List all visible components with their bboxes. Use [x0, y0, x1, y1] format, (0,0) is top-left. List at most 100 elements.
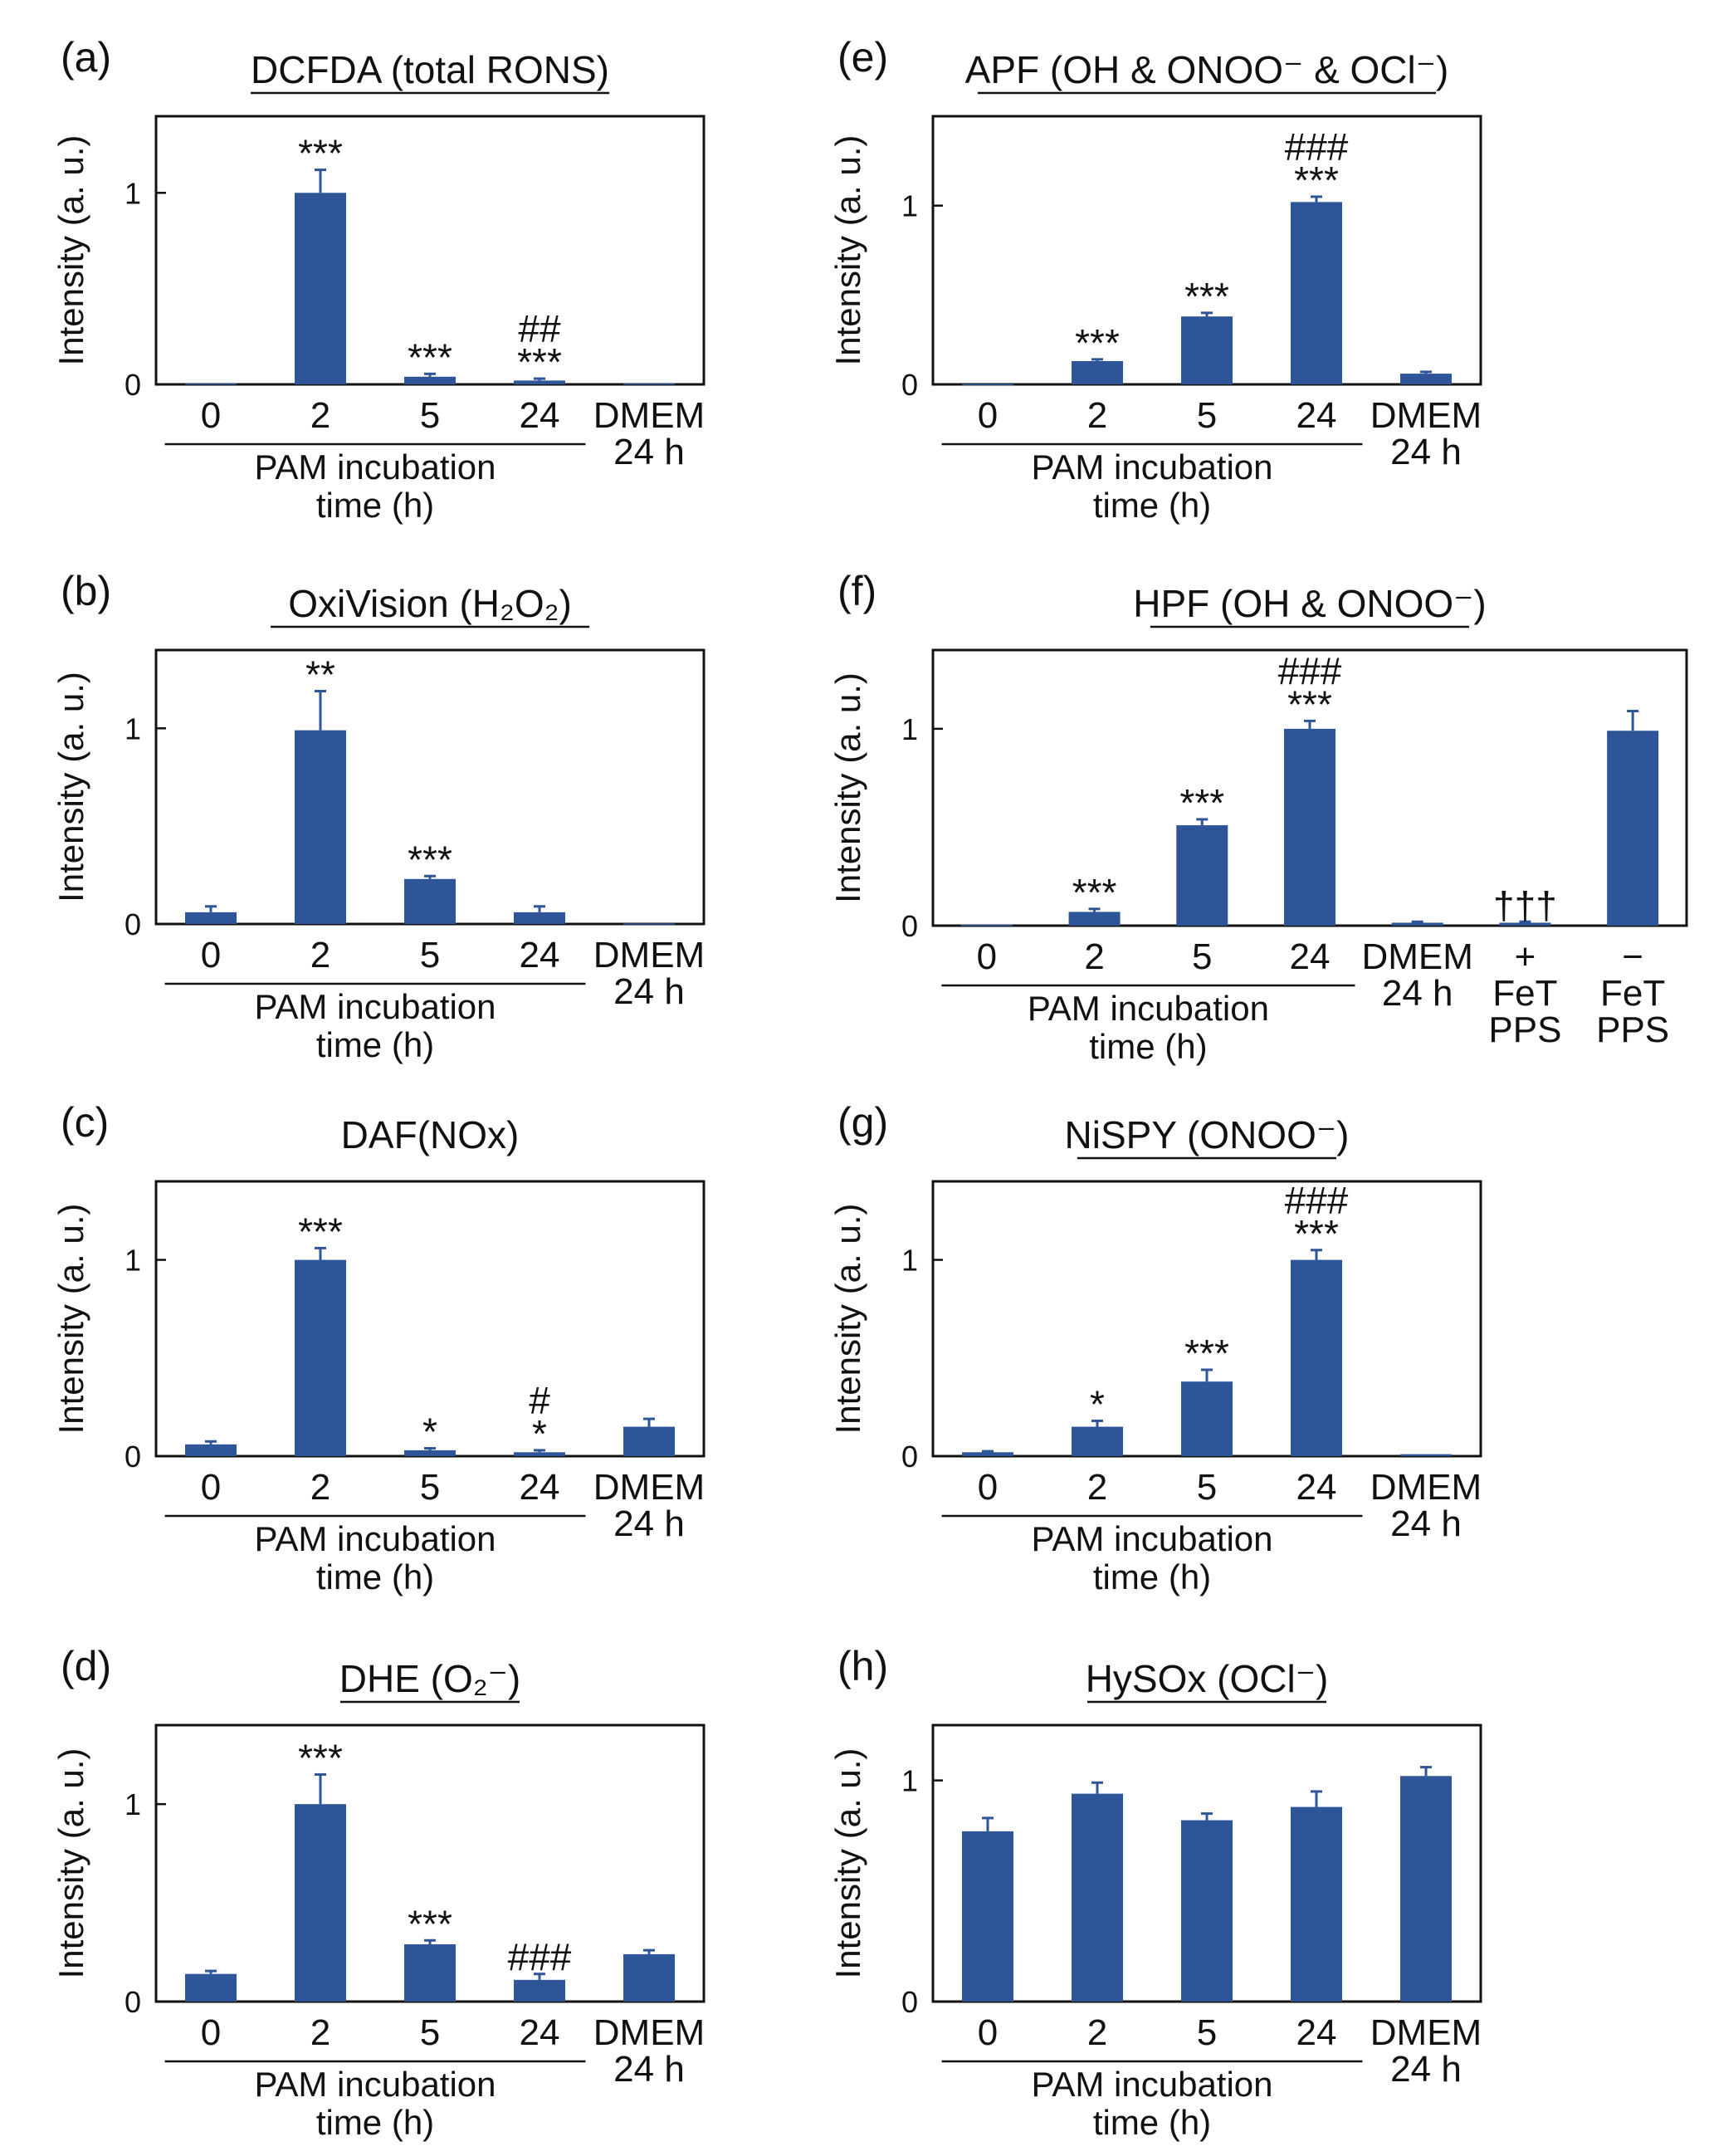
chart-panel-b: (b) OxiVision (H₂O₂) 0 1 Intensity (a. u.) 0 *… [51, 568, 706, 1064]
significance-mark: *** [298, 1736, 343, 1779]
y-tick-label: 1 [125, 176, 141, 210]
x-tick-label: 0 [201, 935, 221, 975]
x-tick-label: 5 [420, 395, 440, 436]
bar [514, 1452, 565, 1456]
bar [1072, 1426, 1123, 1456]
time-group-label: PAM incubation [1031, 1519, 1272, 1558]
y-tick-label: 0 [901, 368, 918, 402]
bar [295, 730, 346, 924]
chart-title: OxiVision (H₂O₂) [288, 582, 572, 625]
chart-title: DAF(NOx) [341, 1113, 520, 1156]
significance-mark: *** [408, 335, 452, 379]
y-tick-label: 1 [901, 1764, 918, 1798]
chart-panel-e: (e) APF (OH & ONOO⁻ & OCl⁻) 0 1 Intensity (a… [828, 34, 1482, 525]
x-tick-label: 0 [201, 1467, 221, 1508]
x-tick-label: 24 [520, 1467, 560, 1508]
bar [1607, 731, 1659, 926]
time-group-label: time (h) [1089, 1027, 1207, 1066]
time-group-label: time (h) [316, 2103, 434, 2142]
x-tick-label: 0 [201, 395, 221, 436]
chart-title: DHE (O₂⁻) [339, 1657, 520, 1700]
time-group-label: time (h) [1093, 2103, 1211, 2142]
bar [404, 878, 456, 924]
bar [185, 912, 237, 924]
x-tick-label: DMEM [1361, 936, 1472, 977]
x-tick-label: 24 [1296, 2012, 1337, 2053]
bar [1176, 825, 1228, 926]
significance-mark: ### [1285, 125, 1349, 169]
significance-mark: * [1090, 1382, 1105, 1425]
x-tick-label: 5 [420, 2012, 440, 2053]
bar [404, 376, 456, 384]
significance-mark: *** [1287, 682, 1332, 726]
x-tick-label: 5 [420, 935, 440, 975]
x-tick-label: DMEM [593, 2012, 705, 2053]
x-tick-label: 24 h [1390, 2049, 1462, 2090]
panel-letter: (f) [837, 568, 876, 614]
x-tick-label: PPS [1596, 1010, 1669, 1050]
y-tick-label: 1 [901, 189, 918, 223]
x-tick-label: 24 h [613, 2049, 685, 2090]
x-tick-label: 2 [310, 935, 330, 975]
chart-panel-a: (a) DCFDA (total RONS) 0 1 Intensity (a. u.)… [51, 34, 706, 525]
time-group-label: time (h) [316, 486, 434, 525]
time-group-label: PAM incubation [254, 987, 496, 1026]
y-tick-label: 0 [901, 1985, 918, 2019]
x-tick-label: 24 h [613, 432, 685, 472]
significance-mark: *** [1294, 159, 1339, 202]
y-axis-label: Intensity (a. u.) [828, 135, 867, 366]
time-group-label: PAM incubation [1031, 2065, 1272, 2104]
chart-title: HPF (OH & ONOO⁻) [1133, 582, 1487, 625]
bar [623, 1426, 675, 1456]
chart-title: DCFDA (total RONS) [251, 48, 609, 91]
x-tick-label: 24 h [613, 971, 685, 1012]
bar [514, 380, 565, 384]
time-group-label: PAM incubation [1031, 447, 1272, 486]
x-tick-label: DMEM [593, 1467, 705, 1508]
significance-mark: ### [508, 1936, 572, 1979]
bar [1068, 912, 1121, 926]
y-axis-label: Intensity (a. u.) [51, 135, 90, 366]
panel-letter: (b) [61, 568, 111, 614]
bar [1400, 374, 1452, 384]
x-tick-label: 0 [978, 2012, 998, 2053]
significance-mark: *** [408, 838, 452, 881]
significance-mark: *** [1184, 1332, 1229, 1375]
x-tick-label: 2 [1087, 395, 1107, 436]
bar [514, 1979, 565, 2002]
bar [1499, 922, 1551, 926]
x-tick-label: DMEM [593, 395, 705, 436]
x-tick-label: 2 [310, 395, 330, 436]
significance-mark: *** [1072, 871, 1117, 914]
panel-letter: (h) [837, 1643, 888, 1689]
x-tick-label: 2 [1087, 1467, 1107, 1508]
x-tick-label: 2 [310, 2012, 330, 2053]
x-tick-label: PPS [1488, 1010, 1561, 1050]
panel-letter: (g) [837, 1099, 888, 1146]
y-tick-label: 0 [125, 907, 141, 941]
y-axis-label: Intensity (a. u.) [51, 1748, 90, 1979]
bar [404, 1944, 456, 2002]
y-axis-label: Intensity (a. u.) [828, 1748, 867, 1979]
x-tick-label: DMEM [1370, 395, 1482, 436]
x-tick-label: 24 h [1382, 973, 1453, 1014]
x-tick-label: 24 h [1390, 432, 1462, 472]
bar [623, 923, 675, 925]
x-tick-label: 24 h [1390, 1503, 1462, 1544]
x-tick-label: 5 [1192, 936, 1212, 977]
x-tick-label: 2 [310, 1467, 330, 1508]
x-tick-label: 24 [1296, 1467, 1337, 1508]
time-group-label: time (h) [316, 1557, 434, 1596]
time-group-label: time (h) [316, 1025, 434, 1064]
bar [962, 384, 1013, 386]
significance-mark: *** [298, 1210, 343, 1253]
significance-mark: * [422, 1410, 437, 1454]
x-tick-label: − [1622, 936, 1643, 977]
y-axis-label: Intensity (a. u.) [828, 672, 867, 903]
significance-mark: # [529, 1379, 550, 1422]
x-tick-label: 5 [420, 1467, 440, 1508]
y-tick-label: 0 [125, 368, 141, 402]
chart-panel-f: (f) HPF (OH & ONOO⁻) 0 1 Intensity (a. u.) 0 *… [828, 568, 1688, 1066]
significance-mark: *** [1294, 1212, 1339, 1255]
